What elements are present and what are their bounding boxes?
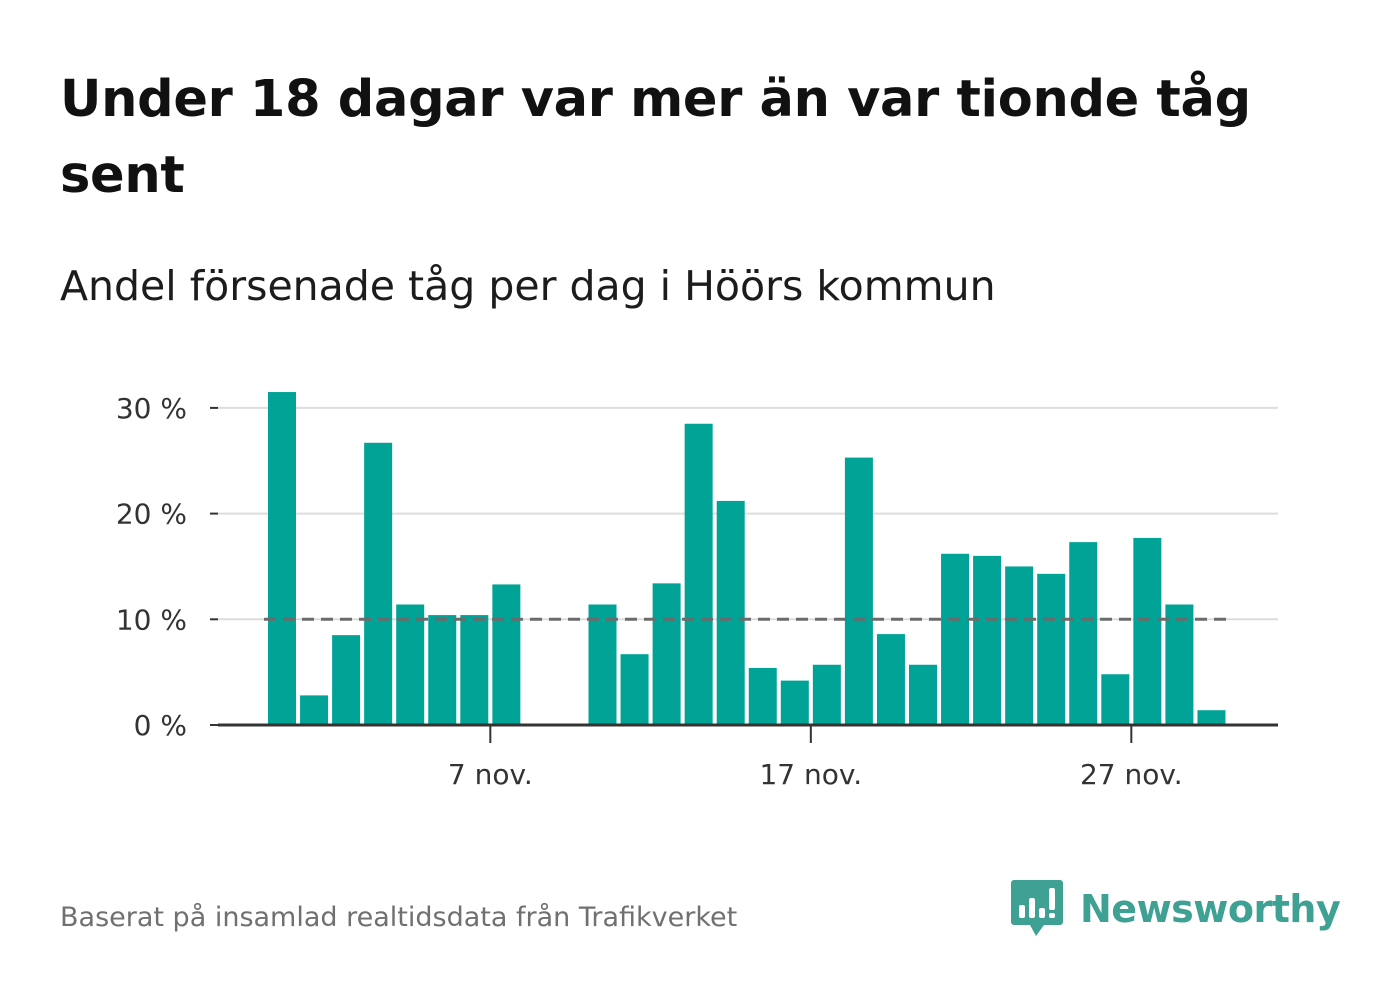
bar — [332, 635, 361, 725]
bar — [1133, 537, 1162, 725]
y-tick-label: 20 % — [116, 498, 187, 531]
bar — [620, 654, 649, 725]
bar — [652, 583, 681, 725]
source-note: Baserat på insamlad realtidsdata från Tr… — [60, 902, 738, 933]
bar — [1101, 674, 1130, 725]
x-tick-label: 17 nov. — [759, 758, 862, 791]
bar — [1165, 604, 1194, 725]
bar — [780, 680, 809, 725]
bar — [1005, 566, 1034, 725]
bar — [492, 584, 521, 725]
bar — [1037, 573, 1066, 725]
bar — [973, 555, 1002, 725]
bar — [300, 695, 329, 725]
bar — [1069, 542, 1098, 725]
y-tick-label: 10 % — [116, 603, 187, 636]
bar — [460, 615, 489, 725]
bar-chart: 0 % 10 % 20 % 30 % 7 nov. 17 nov. 27 nov. — [116, 392, 1278, 791]
bar — [941, 553, 970, 725]
bar — [268, 392, 296, 725]
bar — [748, 667, 777, 725]
newsworthy-logo-icon — [1011, 880, 1063, 936]
bars — [268, 392, 1226, 725]
y-tick-label: 0 % — [134, 709, 187, 742]
bar — [909, 664, 937, 725]
bar — [844, 457, 873, 725]
bar — [876, 634, 905, 725]
x-tick-label: 27 nov. — [1080, 758, 1183, 791]
newsworthy-logo-text: Newsworthy — [1080, 887, 1341, 931]
newsworthy-logo[interactable]: Newsworthy — [1010, 878, 1341, 940]
bar — [364, 442, 393, 725]
bar — [1197, 710, 1226, 725]
x-tick-label: 7 nov. — [448, 758, 533, 791]
chart-title: Under 18 dagar var mer än var tionde tåg… — [60, 70, 1251, 205]
chart-subtitle: Andel försenade tåg per dag i Höörs komm… — [60, 262, 996, 310]
bar — [396, 604, 425, 725]
bar — [588, 604, 617, 725]
bar — [812, 664, 841, 725]
bar — [684, 423, 713, 725]
bar — [716, 500, 745, 725]
y-tick-label: 30 % — [116, 392, 187, 425]
axes: 0 % 10 % 20 % 30 % 7 nov. 17 nov. 27 nov. — [116, 392, 1278, 791]
bar — [428, 615, 457, 725]
